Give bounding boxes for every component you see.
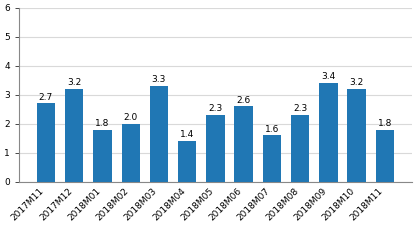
Text: 1.8: 1.8: [378, 119, 392, 128]
Bar: [121, 124, 140, 182]
Bar: [347, 89, 366, 182]
Text: 2.3: 2.3: [208, 104, 223, 113]
Bar: [37, 104, 55, 182]
Text: 3.2: 3.2: [67, 78, 82, 87]
Text: 3.4: 3.4: [321, 72, 335, 81]
Bar: [206, 115, 225, 182]
Bar: [150, 86, 168, 182]
Text: 1.6: 1.6: [265, 125, 279, 134]
Text: 2.6: 2.6: [237, 96, 251, 105]
Bar: [178, 141, 196, 182]
Text: 3.2: 3.2: [349, 78, 364, 87]
Text: 3.3: 3.3: [152, 75, 166, 84]
Bar: [319, 83, 337, 182]
Text: 1.8: 1.8: [95, 119, 110, 128]
Bar: [291, 115, 309, 182]
Bar: [262, 135, 281, 182]
Bar: [235, 106, 253, 182]
Bar: [65, 89, 83, 182]
Text: 2.3: 2.3: [293, 104, 307, 113]
Text: 1.4: 1.4: [180, 131, 194, 139]
Bar: [376, 130, 394, 182]
Bar: [93, 130, 111, 182]
Text: 2.0: 2.0: [124, 113, 138, 122]
Text: 2.7: 2.7: [39, 93, 53, 102]
